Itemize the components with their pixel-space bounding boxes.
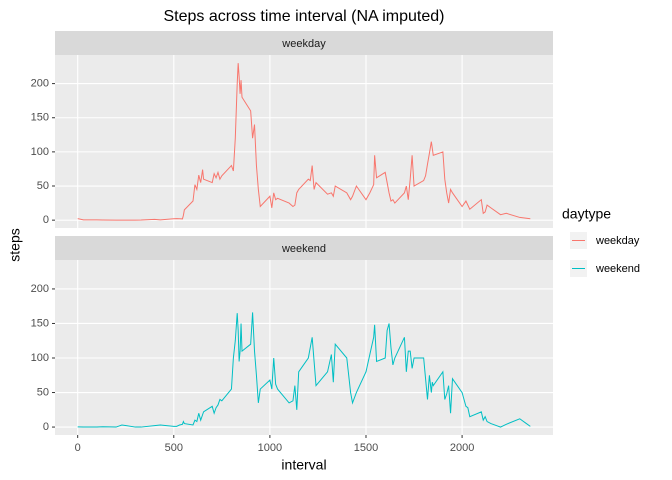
facet-label: weekday	[281, 38, 326, 50]
panel	[55, 260, 553, 435]
line-series	[77, 312, 531, 428]
x-tick-label: 2000	[450, 442, 474, 454]
x-tick-label: 1500	[354, 442, 378, 454]
y-tick-label: 100	[31, 352, 49, 364]
legend-label: weekday	[595, 235, 640, 247]
y-axis-title: steps	[7, 228, 23, 261]
y-tick-label: 50	[37, 386, 49, 398]
y-tick-label: 0	[43, 421, 49, 433]
x-tick-label: 1000	[258, 442, 282, 454]
facet-label: weekend	[281, 243, 326, 255]
legend-label: weekend	[595, 263, 640, 275]
y-tick-label: 150	[31, 112, 49, 124]
line-series	[77, 63, 531, 221]
x-axis-title: interval	[281, 457, 326, 473]
facet-strip	[55, 236, 553, 260]
y-tick-label: 0	[43, 214, 49, 226]
x-tick-label: 500	[165, 442, 183, 454]
facet-strip	[55, 31, 553, 55]
y-tick-label: 200	[31, 78, 49, 90]
y-tick-label: 200	[31, 283, 49, 295]
y-tick-label: 100	[31, 146, 49, 158]
legend-title: daytype	[562, 206, 611, 222]
x-tick-label: 0	[75, 442, 81, 454]
y-tick-label: 50	[37, 180, 49, 192]
chart-title: Steps across time interval (NA imputed)	[164, 8, 445, 25]
y-tick-label: 150	[31, 317, 49, 329]
